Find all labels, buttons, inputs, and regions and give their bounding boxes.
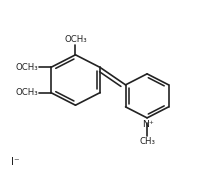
Text: OCH₃: OCH₃ (64, 35, 87, 44)
Text: I⁻: I⁻ (11, 157, 20, 167)
Text: CH₃: CH₃ (139, 136, 155, 146)
Text: N⁺: N⁺ (142, 120, 154, 129)
Text: OCH₃: OCH₃ (15, 63, 38, 72)
Text: OCH₃: OCH₃ (15, 88, 38, 97)
